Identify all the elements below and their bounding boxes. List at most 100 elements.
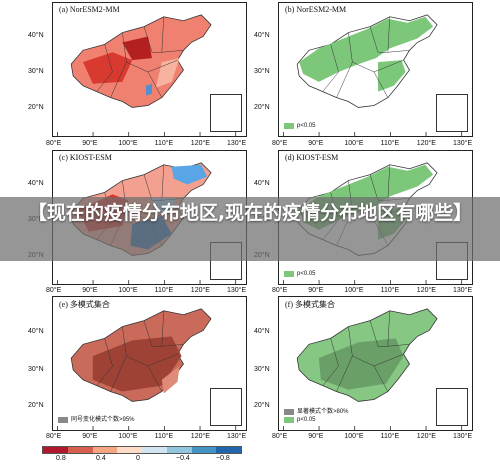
lat-tick: 40°N (28, 32, 44, 39)
colorbar-tick-label: 0 (136, 455, 140, 462)
lat-tick: 40°N (254, 180, 270, 187)
south-china-sea-inset (436, 94, 468, 132)
province-boundary (143, 26, 162, 53)
map-b-svg (282, 14, 463, 136)
lon-tick: 120°E (416, 287, 436, 294)
colorbar-tick-label: −0.4 (176, 455, 190, 462)
lon-tick: 100°E (344, 433, 364, 440)
legend-swatch (284, 123, 294, 129)
lat-tick: 30°N (28, 68, 44, 75)
province-boundary (369, 26, 388, 53)
lon-tick: 110°E (380, 287, 400, 294)
significant-region (299, 16, 434, 82)
anomaly-region (122, 36, 152, 61)
panel-f-title: (f) 多模式集合 (283, 299, 337, 310)
lon-tick: 110°E (154, 140, 174, 147)
colorbar-tick-label: −0.8 (216, 455, 230, 462)
south-china-sea-inset (210, 94, 242, 132)
lon-tick: 110°E (380, 433, 400, 440)
province-boundary (387, 16, 410, 53)
lat-tick: 20°N (28, 104, 44, 111)
map-f-svg (282, 308, 463, 430)
significant-region (377, 60, 406, 92)
lon-tick: 90°E (308, 433, 324, 440)
province-boundary (373, 71, 389, 98)
lat-tick: 40°N (254, 328, 270, 335)
south-china-sea-inset (436, 388, 468, 426)
lon-tick: 130°E (453, 140, 473, 147)
overlay-title-text: 【现在的疫情分布地区,现在的疫情分布地区有哪些】 (27, 202, 473, 224)
lon-tick: 90°E (82, 140, 98, 147)
colorbar-segment (43, 447, 68, 453)
map-a-svg (56, 14, 237, 136)
lon-tick: 120°E (416, 433, 436, 440)
lon-tick: 90°E (308, 287, 324, 294)
lat-tick: 40°N (28, 180, 44, 187)
lat-tick: 30°N (28, 366, 44, 373)
lon-tick: 120°E (190, 140, 210, 147)
colorbar-segment (117, 447, 142, 453)
panel-b-legend: p<0.05 (284, 122, 316, 130)
lon-tick: 90°E (82, 433, 98, 440)
province-boundary (147, 71, 163, 98)
legend-swatch (284, 271, 294, 277)
lon-tick: 130°E (227, 287, 247, 294)
province-boundary (110, 356, 127, 392)
legend-label: p<0.05 (297, 123, 316, 129)
colorbar-tick-label: 0.4 (96, 455, 106, 462)
lon-tick: 90°E (82, 287, 98, 294)
lon-tick: 100°E (118, 287, 138, 294)
panel-d-legend: p<0.05 (284, 270, 316, 278)
lon-tick: 110°E (380, 140, 400, 147)
province-boundary (373, 59, 404, 73)
lon-tick: 130°E (227, 140, 247, 147)
colorbar-segment (216, 447, 241, 453)
province-boundary (161, 16, 184, 53)
province-boundary (387, 310, 410, 347)
panel-d-title: (d) KIOST-ESM (283, 153, 341, 162)
panel-b-map: (b) NorESM2-MM p<0.05 (278, 2, 473, 137)
legend-swatch (58, 417, 68, 423)
lon-tick: 100°E (344, 287, 364, 294)
province-boundary (143, 320, 162, 347)
lon-tick: 80°E (46, 433, 62, 440)
lon-tick: 100°E (344, 140, 364, 147)
anomaly-region (161, 365, 180, 394)
province-boundary (147, 365, 163, 392)
lon-tick: 80°E (272, 287, 288, 294)
province-boundary (147, 353, 178, 367)
lat-tick: 20°N (28, 402, 44, 409)
anomaly-region (146, 83, 152, 96)
legend-label: p<0.05 (297, 417, 316, 423)
legend-swatch (284, 409, 294, 415)
anomaly-region (155, 58, 180, 88)
lat-tick: 20°N (254, 402, 270, 409)
lon-tick: 120°E (190, 433, 210, 440)
colorbar-segment (191, 447, 217, 453)
legend-swatch (284, 417, 294, 423)
province-boundary (373, 353, 404, 367)
colorbar-segment (166, 447, 192, 453)
province-boundary (373, 365, 389, 392)
colorbar-segment (92, 447, 118, 453)
panel-a-map: (a) NorESM2-MM (52, 2, 247, 137)
province-boundary (96, 338, 113, 386)
province-boundary (147, 59, 178, 73)
lon-tick: 130°E (453, 433, 473, 440)
lat-tick: 40°N (254, 32, 270, 39)
lon-tick: 80°E (46, 287, 62, 294)
consensus-region (318, 338, 404, 390)
province-boundary (336, 356, 353, 392)
lat-tick: 30°N (254, 366, 270, 373)
panel-f-map: (f) 多模式集合 显著模式个数>80% p<0.05 (278, 296, 473, 431)
lat-tick: 40°N (28, 328, 44, 335)
map-e-svg (56, 308, 237, 430)
south-china-sea-inset (210, 388, 242, 426)
title-overlay (0, 197, 500, 261)
lon-tick: 130°E (453, 287, 473, 294)
lat-tick: 20°N (254, 104, 270, 111)
province-boundary (96, 44, 113, 92)
province-boundary (369, 320, 388, 347)
panel-e-map: (e) 多模式集合 同号变化模式个数>95% (52, 296, 247, 431)
